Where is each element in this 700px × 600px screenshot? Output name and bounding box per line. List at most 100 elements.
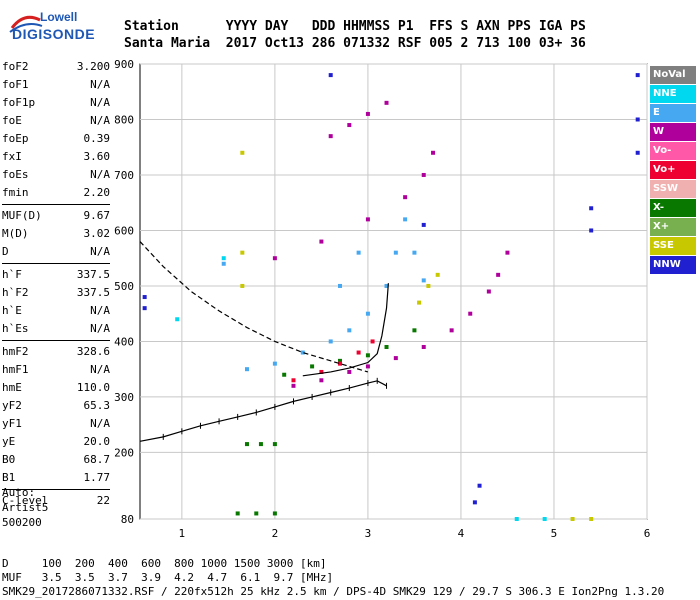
data-point	[514, 517, 519, 521]
data-point	[435, 272, 440, 277]
footer-muf: MUF 3.5 3.5 3.7 3.9 4.2 4.7 6.1 9.7 [MHz…	[2, 571, 334, 584]
data-point	[486, 289, 491, 294]
data-point	[589, 517, 594, 521]
param-value: 20.0	[83, 435, 111, 448]
param-name: h`Es	[2, 322, 29, 335]
param-value: 2.20	[83, 186, 111, 199]
param-name: yF1	[2, 417, 22, 430]
data-point	[635, 117, 640, 122]
data-point	[240, 283, 245, 288]
x-tick-label: 3	[365, 527, 372, 540]
param-name: hmF2	[2, 345, 29, 358]
param-name: foF1p	[2, 96, 36, 109]
param-name: hmF1	[2, 363, 29, 376]
legend-item: NNW	[650, 256, 696, 274]
ionogram-chart: 80 200 300 400 500 600 700 800 900 1 2 3 4 5 6	[114, 58, 650, 540]
param-name: h`E	[2, 304, 22, 317]
data-point	[384, 344, 389, 349]
legend-item: SSW	[650, 180, 696, 198]
param-row: foEs N/A	[2, 166, 110, 184]
data-point	[403, 195, 408, 200]
data-point	[370, 339, 375, 344]
param-name: foE	[2, 114, 22, 127]
data-point	[221, 256, 226, 261]
legend-item: NNE	[650, 85, 696, 103]
data-point	[254, 511, 259, 516]
param-name: MUF(D)	[2, 209, 42, 222]
data-point	[468, 311, 473, 316]
param-value: N/A	[90, 322, 110, 335]
param-row: MUF(D) 9.67	[2, 207, 110, 225]
param-value: N/A	[90, 304, 110, 317]
footer-distance: D 100 200 400 600 800 1000 1500 3000 [km…	[2, 557, 327, 570]
param-name: C-level	[2, 494, 49, 507]
data-point	[338, 361, 343, 366]
data-point	[319, 239, 324, 244]
legend: NoVal NNE E W Vo- Vo+ SSW X- X+ SSE NNW	[650, 66, 696, 275]
param-row: h`Es N/A	[2, 320, 110, 338]
logo-brand-top: Lowell	[40, 10, 78, 24]
data-point	[589, 206, 594, 211]
param-name: B0	[2, 453, 16, 466]
data-point	[393, 250, 398, 255]
data-point	[417, 300, 422, 305]
data-point	[431, 150, 436, 155]
param-name: foF2	[2, 60, 29, 73]
param-row: yE 20.0	[2, 433, 110, 451]
param-row: fmin 2.20	[2, 184, 110, 202]
param-row: C-level 22	[2, 492, 110, 510]
y-tick-label: 900	[114, 58, 134, 71]
data-point	[356, 250, 361, 255]
data-point	[635, 150, 640, 155]
data-point	[384, 100, 389, 105]
data-point	[347, 369, 352, 374]
param-value: 110.0	[76, 381, 110, 394]
param-row: h`F2 337.5	[2, 284, 110, 302]
data-point	[244, 367, 249, 372]
param-name: D	[2, 245, 9, 258]
param-value: 0.39	[83, 132, 111, 145]
station-header: Station YYYY DAY DDD HHMMSS P1 FFS S AXN…	[124, 18, 586, 52]
param-value: 3.60	[83, 150, 111, 163]
param-value: 3.02	[83, 227, 111, 240]
param-name: h`F2	[2, 286, 29, 299]
param-row: fxI 3.60	[2, 148, 110, 166]
param-row: B1 1.77	[2, 469, 110, 487]
param-separator	[2, 489, 110, 490]
param-name: yF2	[2, 399, 22, 412]
param-value: 1.77	[83, 471, 111, 484]
data-point	[421, 278, 426, 283]
data-point	[221, 261, 226, 266]
y-tick-label: 700	[114, 169, 134, 182]
param-name: fmin	[2, 186, 29, 199]
param-row: foE N/A	[2, 112, 110, 130]
y-tick-label: 300	[114, 391, 134, 404]
data-point	[175, 317, 180, 322]
data-point	[319, 378, 324, 383]
auto-label: Auto:	[2, 486, 36, 499]
data-point	[328, 134, 333, 139]
logo-swirl-icon	[9, 15, 43, 33]
y-tick-label: 400	[114, 335, 134, 348]
param-separator	[2, 340, 110, 341]
param-row: foEp 0.39	[2, 130, 110, 148]
param-row: foF1 N/A	[2, 76, 110, 94]
data-point	[421, 222, 426, 227]
data-point	[421, 172, 426, 177]
data-point	[412, 328, 417, 333]
data-point	[472, 500, 477, 505]
param-name: foEp	[2, 132, 29, 145]
data-point	[426, 283, 431, 288]
x-tick-label: 2	[272, 527, 279, 540]
data-point	[635, 73, 640, 78]
data-point	[319, 369, 324, 374]
legend-item: X+	[650, 218, 696, 236]
data-point	[365, 364, 370, 369]
o-trace-line	[302, 283, 389, 377]
data-point	[300, 350, 305, 355]
data-point	[244, 442, 249, 447]
y-tick-label: 500	[114, 280, 134, 293]
param-value: 337.5	[76, 268, 110, 281]
plot-frame	[139, 63, 648, 520]
footer-file-info: SMK29_2017286071332.RSF / 220fx512h 25 k…	[2, 585, 665, 598]
